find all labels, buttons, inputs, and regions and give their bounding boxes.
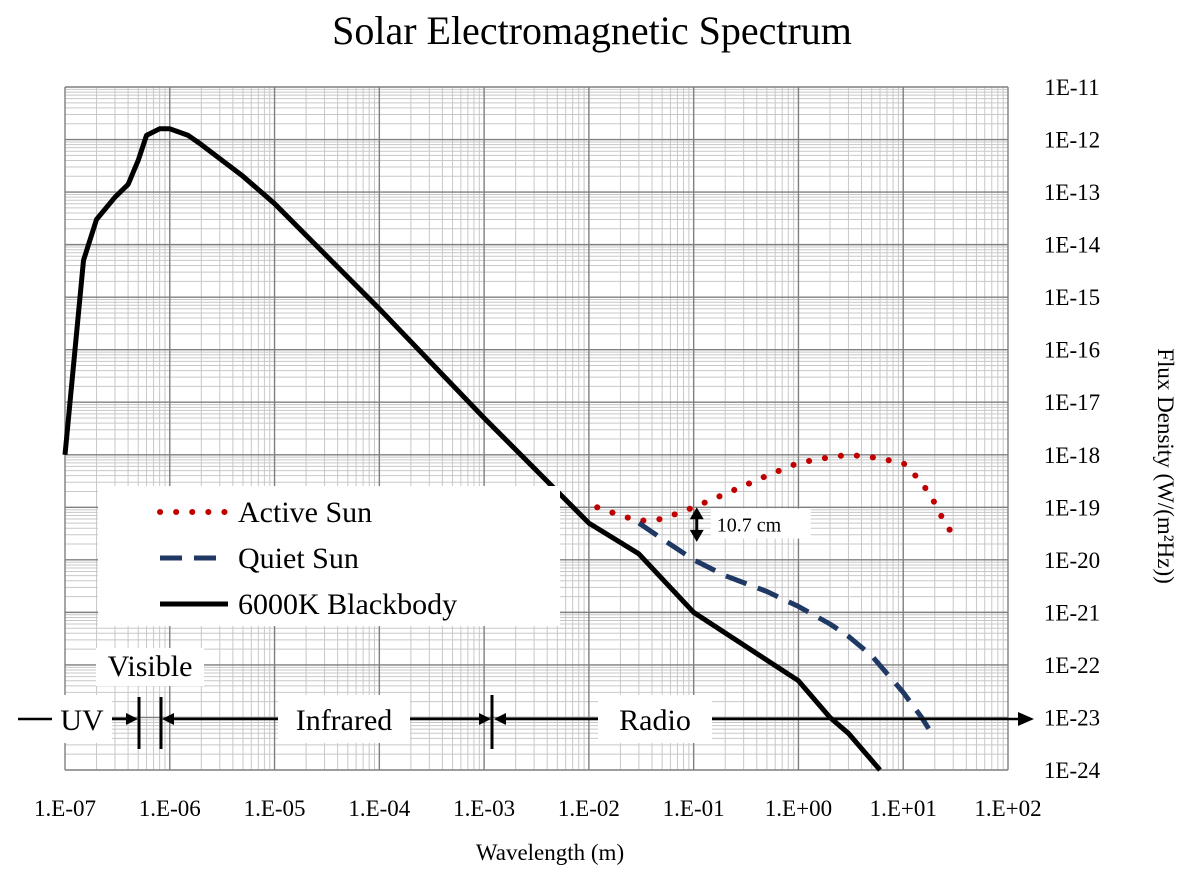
annotation-arrowhead-down — [689, 529, 704, 542]
region-label-radio: Radio — [619, 704, 691, 737]
legend-label-6000k-blackbody: 6000K Blackbody — [238, 588, 457, 621]
x-tick-label: 1.E-02 — [558, 796, 620, 821]
chart-title: Solar Electromagnetic Spectrum — [332, 8, 852, 53]
y-tick-label: 1E-17 — [1044, 390, 1100, 415]
series-line-6000k-blackbody — [62, 126, 882, 772]
legend-label-quiet-sun: Quiet Sun — [238, 542, 359, 575]
y-tick-label: 1E-22 — [1044, 653, 1100, 678]
x-tick-label: 1.E+01 — [870, 796, 937, 821]
region-arrowhead — [162, 713, 174, 725]
x-tick-label: 1.E-05 — [244, 796, 306, 821]
y-tick-label: 1E-19 — [1044, 495, 1100, 520]
annotation-layer: 10.7 cm — [689, 507, 811, 542]
x-tick-label: 1.E-03 — [453, 796, 515, 821]
y-tick-label: 1E-14 — [1044, 233, 1101, 258]
x-tick-label: 1.E+02 — [974, 796, 1041, 821]
region-label-bg-radio — [598, 695, 712, 743]
region-label-uv: UV — [60, 704, 104, 737]
y-tick-label: 1E-21 — [1044, 600, 1100, 625]
region-label-visible: Visible — [108, 650, 193, 683]
y-tick-label: 1E-18 — [1044, 443, 1100, 468]
y-tick-label: 1E-11 — [1044, 75, 1099, 100]
x-tick-label: 1.E-07 — [34, 796, 96, 821]
series-line-quiet-sun — [637, 521, 937, 740]
y-tick-label: 1E-15 — [1044, 285, 1100, 310]
y-axis-label: Flux Density (W/(m²Hz)) — [1153, 348, 1178, 584]
y-tick-label: 1E-16 — [1044, 338, 1100, 363]
region-arrowhead — [494, 713, 506, 725]
annotation-arrowhead-up — [689, 507, 704, 520]
y-tick-label: 1E-24 — [1044, 758, 1101, 783]
x-tick-label: 1.E+00 — [765, 796, 832, 821]
annotation-label-bg — [710, 508, 811, 539]
legend: Active Sun Quiet Sun 6000K Blackbody — [98, 486, 560, 626]
region-arrowhead — [479, 713, 491, 725]
y-tick-label: 1E-12 — [1044, 128, 1100, 153]
x-axis-label: Wavelength (m) — [476, 840, 624, 865]
x-tick-label: 1.E-06 — [139, 796, 201, 821]
region-label-bg-visible — [96, 648, 204, 686]
y-tick-label: 1E-20 — [1044, 548, 1100, 573]
region-label-bg-uv — [52, 695, 112, 743]
x-tick-label: 1.E-04 — [348, 796, 410, 821]
region-arrowhead — [126, 713, 138, 725]
series-layer — [62, 126, 957, 772]
y-axis-ticks: 1E-11 1E-12 1E-13 1E-14 1E-15 1E-16 1E-17 1E-18… — [1044, 75, 1101, 783]
region-label-infrared: Infrared — [296, 704, 393, 737]
legend-label-active-sun: Active Sun — [238, 496, 372, 529]
x-axis-ticks: 1.E-07 1.E-06 1.E-05 1.E-04 1.E-03 1.E-02 1.E-… — [34, 796, 1042, 821]
annotation-label: 10.7 cm — [717, 515, 782, 537]
region-arrowhead — [1018, 712, 1034, 726]
plot-grid — [64, 86, 1009, 771]
x-tick-label: 1.E-01 — [663, 796, 725, 821]
region-label-bg-infrared — [278, 695, 410, 743]
y-tick-label: 1E-23 — [1044, 705, 1100, 730]
y-tick-label: 1E-13 — [1044, 180, 1100, 205]
